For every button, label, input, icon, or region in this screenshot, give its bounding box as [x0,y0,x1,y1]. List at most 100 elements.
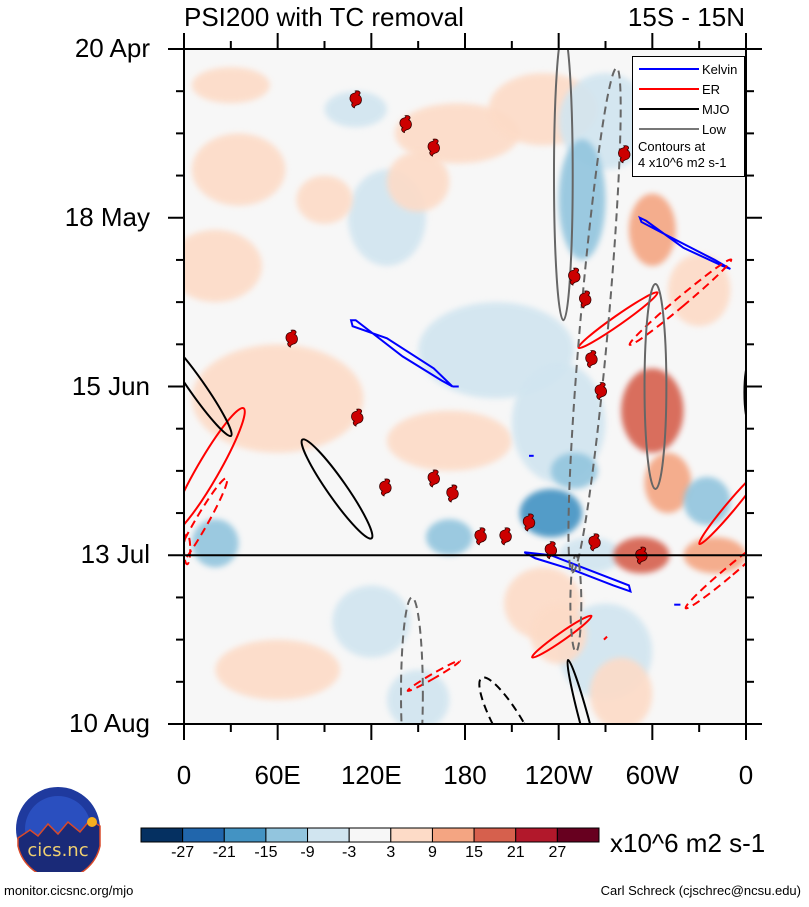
legend: Kelvin ER MJO Low Contours at 4 x10^6 m2… [632,56,745,177]
colorbar-tick-label: 27 [548,844,567,861]
colorbar-swatch [182,827,225,843]
shading-blob [550,452,598,489]
contour-layer [184,49,746,724]
colorbar-swatch [556,827,600,843]
tropical-cyclone-icon [594,382,607,401]
legend-swatch-kelvin [639,68,699,70]
colorbar-swatch [390,827,433,843]
colorbar-tick-label: 3 [386,844,396,861]
tropical-cyclone-icon [618,145,631,164]
shading-blob [296,175,353,224]
colorbar-swatch [515,827,558,843]
chart-subtitle: 15S - 15N [627,2,745,32]
colorbar-swatch [348,827,392,843]
legend-swatch-er [639,88,699,90]
contour-low [567,67,622,574]
legend-item-low: Low [639,119,726,139]
contour-er [184,407,246,535]
shading-blob [215,639,341,700]
shading-blob [644,452,692,514]
colorbar-swatch [307,827,350,843]
contour-mjo [743,365,746,420]
tropical-cyclone-icon [446,484,459,503]
legend-label: Low [702,121,726,137]
tropical-cyclone-icon [568,267,581,286]
tropical-cyclone-icon [499,527,512,546]
colorbar-tick-label: -21 [212,844,236,861]
x-tick-label: 120W [524,760,593,790]
colorbar-swatch [473,827,517,843]
cicsnc-logo: cics.nc [16,787,101,872]
shading-blob [191,519,239,568]
colorbar-tick-label: 21 [506,844,525,861]
shading-blob [667,253,731,327]
legend-note: Contours at 4 x10^6 m2 s-1 [638,139,726,171]
contour-kelvin [638,215,731,270]
contour-er [577,291,659,350]
colorbar-swatch [431,827,475,843]
contour-mjo [566,658,604,724]
contour-low [643,283,668,490]
shading-blob [628,193,676,266]
x-tick-label: 0 [738,760,754,790]
colorbar-tick-label: -15 [254,844,278,861]
shading-blob [511,362,606,483]
contour-mjo [300,438,374,540]
x-tick-label: 120E [340,760,402,790]
tropical-cyclone-icon [379,478,392,497]
contour-er [184,533,192,566]
tropical-cyclone-icon [399,115,412,134]
axis-ticks [168,33,762,740]
shading-blob [683,476,731,526]
contour-er [184,477,229,574]
legend-label: MJO [702,101,730,117]
y-tick-label: 18 May [64,201,150,232]
contour-er [628,258,733,346]
tropical-cyclone-icon [351,408,364,427]
contour-low [399,596,424,724]
y-tick-label: 10 Aug [69,708,150,738]
legend-item-kelvin: Kelvin [639,59,737,79]
y-tick-label: 15 Jun [71,370,150,401]
colorbar-units: x10^6 m2 s-1 [610,828,766,858]
tc-layer [285,90,648,565]
legend-item-mjo: MJO [639,99,729,119]
tropical-cyclone-icon [585,350,598,369]
shading-blob [332,585,411,658]
tropical-cyclone-icon [474,527,487,546]
shading-blob [621,368,684,453]
contour-er [531,614,593,659]
tropical-cyclone-icon [427,469,440,488]
colorbar-tick-label: -27 [171,844,195,861]
contour-er [698,468,746,546]
x-tick-label: 60E [254,760,301,790]
shading-blob [191,67,270,104]
contour-er [684,537,746,610]
y-tick-label: 13 Jul [80,539,150,570]
x-tick-label: 60W [625,760,680,790]
colorbar-tick-label: -9 [300,844,315,861]
legend-note-line1: Contours at [638,139,706,154]
colorbar-tick-label: 9 [428,844,437,861]
legend-label: Kelvin [702,61,738,77]
y-tick-label: 20 Apr [74,33,150,63]
tropical-cyclone-icon [427,138,440,157]
author-credit: Carl Schreck (cjschrec@ncsu.edu) [600,883,801,898]
legend-item-er: ER [639,79,720,99]
source-url[interactable]: monitor.cicsnc.org/mjo [4,883,134,898]
tropical-cyclone-icon [522,513,536,532]
legend-note-line2: 4 x10^6 m2 s-1 [638,155,727,170]
shading-blob [324,91,387,128]
x-tick-label: 180 [443,760,487,790]
legend-label: ER [702,81,721,97]
shading-blob [191,133,286,206]
colorbar-tick-label: -3 [342,844,357,861]
shading-blob [184,229,263,303]
legend-swatch-mjo [639,108,699,110]
legend-swatch-low [639,128,699,130]
contour-mjo [184,335,233,438]
shading-blob [394,103,520,164]
colorbar-swatch [265,827,309,843]
contour-er [603,635,608,641]
